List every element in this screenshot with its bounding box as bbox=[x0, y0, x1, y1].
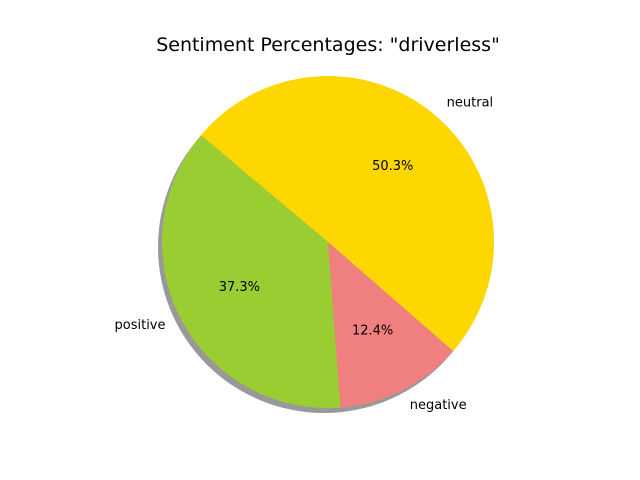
pie-percent-label-negative: 12.4% bbox=[352, 324, 393, 339]
pie-percent-label-neutral: 50.3% bbox=[372, 159, 413, 174]
pie-percent-label-positive: 37.3% bbox=[219, 280, 260, 295]
pie-slice-negative bbox=[328, 242, 454, 408]
pie-slices bbox=[161, 76, 494, 409]
pie-category-label-neutral: neutral bbox=[447, 96, 494, 111]
pie-category-label-positive: positive bbox=[115, 318, 166, 333]
chart-title: Sentiment Percentages: "driverless" bbox=[156, 34, 500, 56]
pie-labels: 50.3% neutral 12.4% negative 37.3% positive bbox=[115, 96, 494, 413]
pie-category-label-negative: negative bbox=[410, 398, 467, 413]
pie-slice-neutral bbox=[200, 76, 494, 352]
pie-slice-positive bbox=[161, 135, 341, 409]
